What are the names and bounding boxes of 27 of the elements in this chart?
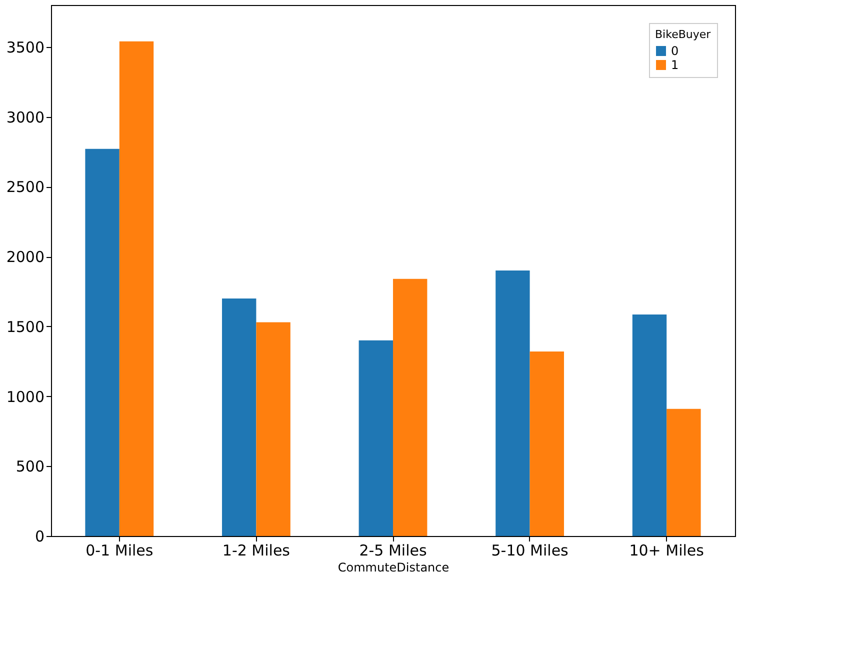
- x-tick-label: 5-10 Miles: [491, 542, 569, 560]
- y-tick-label: 1500: [6, 318, 44, 336]
- y-tick-label: 1000: [6, 388, 44, 406]
- y-tick-label: 3000: [6, 108, 44, 126]
- y-tick-label: 0: [34, 528, 44, 546]
- legend-label: 0: [671, 44, 679, 58]
- bar: [496, 270, 530, 536]
- legend-title: BikeBuyer: [655, 28, 712, 41]
- x-tick-label: 1-2 Miles: [222, 542, 290, 560]
- x-axis-title: CommuteDistance: [338, 560, 450, 574]
- x-tick-label: 10+ Miles: [629, 542, 704, 560]
- x-tick-label: 2-5 Miles: [359, 542, 427, 560]
- bar: [85, 148, 120, 536]
- bar: [222, 298, 256, 536]
- y-tick-label: 3500: [6, 38, 44, 56]
- y-tick-label: 2000: [6, 248, 44, 266]
- bar: [632, 314, 667, 536]
- bar: [530, 352, 564, 536]
- y-tick-label: 2500: [6, 178, 44, 196]
- bar: [358, 340, 393, 536]
- x-tick-label: 0-1 Miles: [86, 542, 154, 560]
- bar: [119, 41, 154, 536]
- bar: [666, 408, 701, 536]
- y-tick-label: 500: [16, 458, 44, 476]
- legend-label: 1: [671, 58, 679, 72]
- bar: [256, 322, 290, 536]
- bar: [393, 278, 428, 536]
